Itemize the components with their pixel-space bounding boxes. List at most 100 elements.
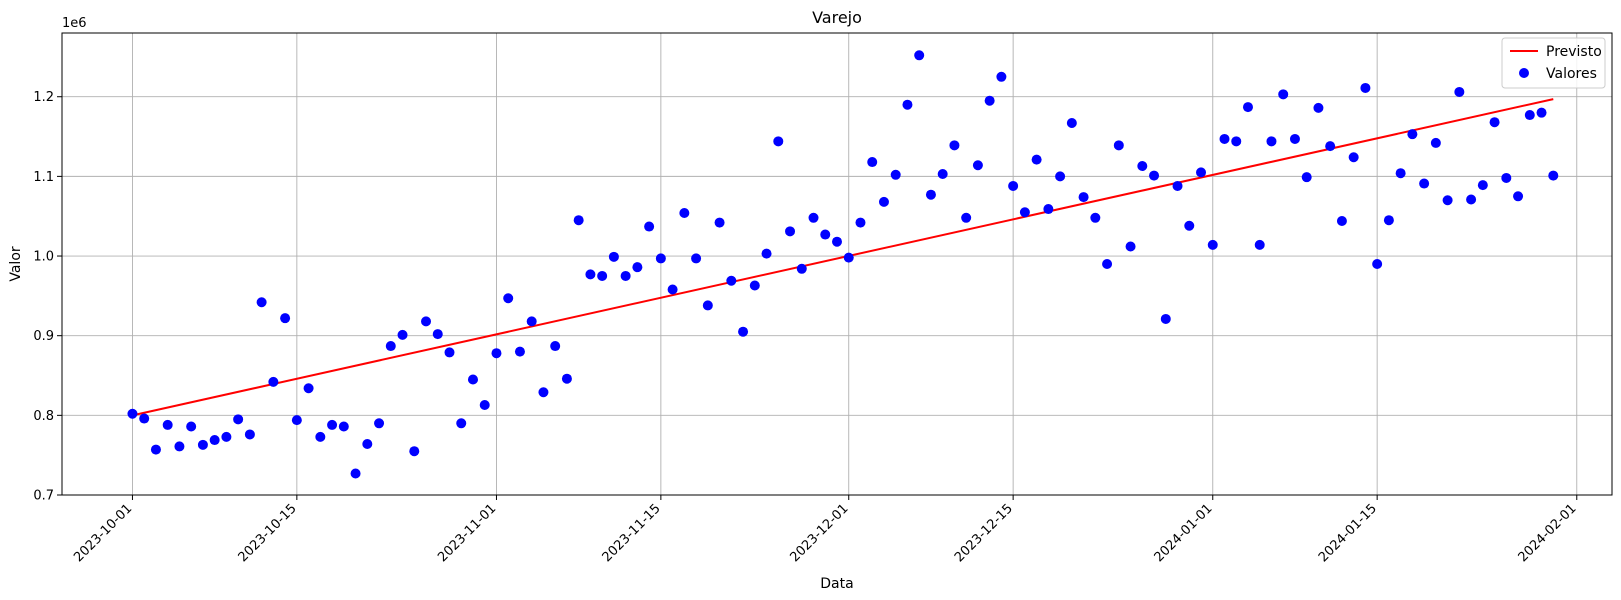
data-point	[550, 341, 560, 351]
data-point	[1231, 136, 1241, 146]
y-tick-label: 1.1	[33, 170, 54, 185]
data-point	[1431, 138, 1441, 148]
data-point	[1243, 102, 1253, 112]
data-point	[1443, 195, 1453, 205]
data-point	[785, 226, 795, 236]
data-point	[597, 271, 607, 281]
data-point	[221, 432, 231, 442]
data-point	[1114, 140, 1124, 150]
data-point	[715, 218, 725, 228]
data-point	[468, 375, 478, 385]
data-point	[1008, 181, 1018, 191]
y-tick-label: 1.2	[33, 90, 54, 105]
data-point	[174, 441, 184, 451]
data-point	[409, 446, 419, 456]
data-point	[1196, 167, 1206, 177]
data-point	[1208, 240, 1218, 250]
data-point	[127, 409, 137, 419]
y-offset-label: 1e6	[62, 16, 87, 31]
data-point	[515, 347, 525, 357]
data-point	[809, 213, 819, 223]
data-point	[374, 418, 384, 428]
data-point	[398, 330, 408, 340]
data-point	[574, 215, 584, 225]
data-point	[386, 341, 396, 351]
data-point	[1407, 129, 1417, 139]
data-point	[151, 445, 161, 455]
data-point	[1537, 108, 1547, 118]
data-point	[562, 374, 572, 384]
data-point	[891, 170, 901, 180]
y-tick-label: 0.8	[33, 409, 54, 424]
data-point	[1067, 118, 1077, 128]
data-point	[1020, 207, 1030, 217]
data-point	[1513, 191, 1523, 201]
x-axis-title: Data	[820, 576, 853, 592]
data-point	[1548, 171, 1558, 181]
data-point	[433, 329, 443, 339]
legend-marker-swatch	[1519, 68, 1529, 78]
data-point	[527, 316, 537, 326]
data-point	[1173, 181, 1183, 191]
data-point	[257, 297, 267, 307]
data-point	[703, 300, 713, 310]
legend-label-previsto: Previsto	[1546, 44, 1602, 60]
legend-label-valores: Valores	[1546, 66, 1597, 82]
data-point	[1043, 204, 1053, 214]
data-point	[1313, 103, 1323, 113]
data-point	[1255, 240, 1265, 250]
data-point	[844, 253, 854, 263]
data-point	[445, 347, 455, 357]
data-point	[292, 415, 302, 425]
data-point	[268, 377, 278, 387]
data-point	[491, 348, 501, 358]
data-point	[480, 400, 490, 410]
data-point	[186, 421, 196, 431]
data-point	[668, 284, 678, 294]
data-point	[1490, 117, 1500, 127]
data-point	[938, 169, 948, 179]
data-point	[644, 222, 654, 232]
data-point	[820, 230, 830, 240]
data-point	[926, 190, 936, 200]
data-point	[210, 435, 220, 445]
data-point	[961, 213, 971, 223]
data-point	[1349, 152, 1359, 162]
data-point	[538, 387, 548, 397]
data-point	[351, 468, 361, 478]
data-point	[1137, 161, 1147, 171]
data-point	[679, 208, 689, 218]
legend: Previsto Valores	[1502, 38, 1605, 88]
data-point	[1032, 155, 1042, 165]
data-point	[762, 249, 772, 259]
data-point	[902, 100, 912, 110]
data-point	[1184, 221, 1194, 231]
data-point	[832, 237, 842, 247]
data-point	[1220, 134, 1230, 144]
data-point	[855, 218, 865, 228]
data-point	[198, 440, 208, 450]
data-point	[1337, 216, 1347, 226]
data-point	[163, 420, 173, 430]
data-point	[1126, 241, 1136, 251]
data-point	[1384, 215, 1394, 225]
data-point	[456, 418, 466, 428]
data-point	[1466, 194, 1476, 204]
chart-title: Varejo	[812, 8, 862, 27]
y-axis-title: Valor	[8, 246, 24, 282]
data-point	[1079, 192, 1089, 202]
data-point	[245, 429, 255, 439]
data-point	[773, 136, 783, 146]
data-point	[797, 264, 807, 274]
data-point	[1055, 171, 1065, 181]
data-point	[1396, 168, 1406, 178]
data-point	[621, 271, 631, 281]
data-point	[726, 276, 736, 286]
data-point	[1419, 179, 1429, 189]
data-point	[691, 253, 701, 263]
data-point	[585, 269, 595, 279]
data-point	[1478, 180, 1488, 190]
data-point	[1090, 213, 1100, 223]
y-tick-label: 1.0	[33, 250, 54, 265]
